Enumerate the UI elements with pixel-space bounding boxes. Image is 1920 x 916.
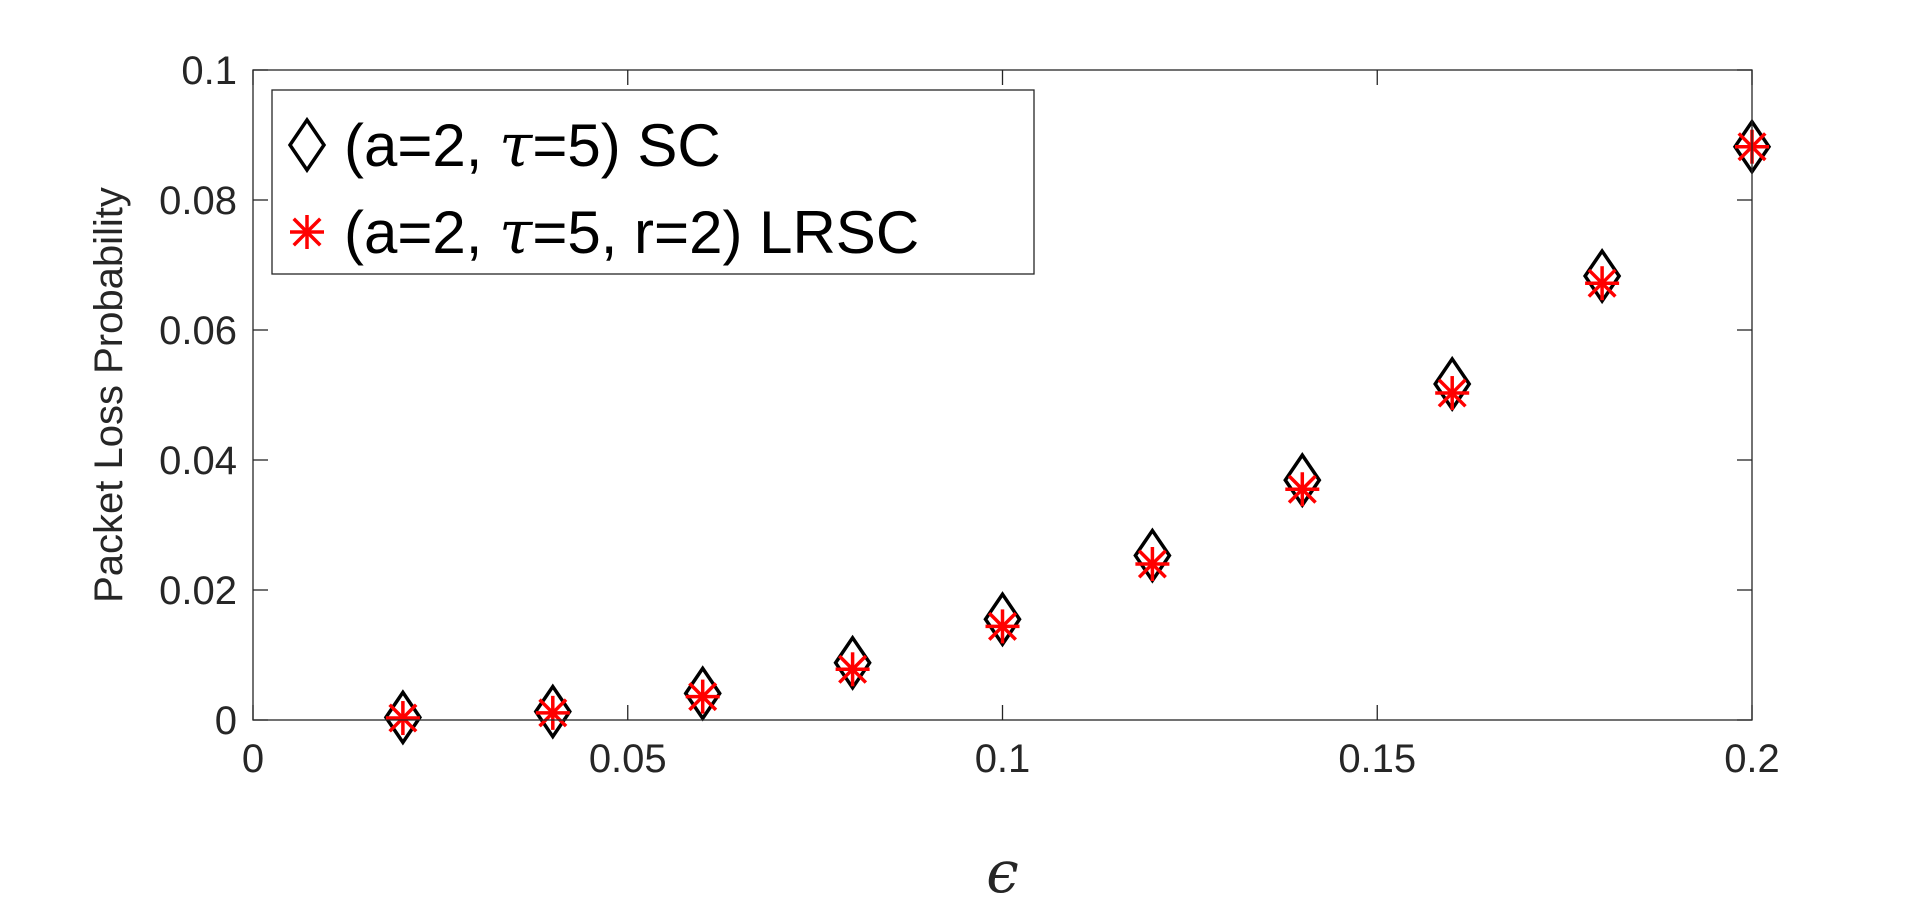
- lrsc-asterisk-point: [1435, 376, 1470, 411]
- x-axis-label: ϵ: [986, 838, 1018, 906]
- lrsc-asterisk-point: [985, 609, 1020, 644]
- labels-layer: 0 0.05 0.1 0.15 0.2 0 0.02 0.04 0.06 0.08 0.1 Packe…: [87, 49, 1780, 906]
- x-tick-label: 0: [242, 737, 264, 781]
- x-tick-label: 0.2: [1724, 737, 1780, 781]
- sc-diamond-point: [1582, 247, 1622, 305]
- legend-entry-label: (a=2, τ=5) SC: [344, 111, 721, 181]
- legend: (a=2, τ=5) SC (a=2, τ=5, r=2) LRSC: [271, 89, 1035, 275]
- lrsc-asterisk-point: [1585, 266, 1620, 301]
- y-axis-label: Packet Loss Probability: [87, 187, 131, 603]
- lrsc-asterisk-point: [1285, 472, 1320, 507]
- y-tick-label: 0.02: [159, 569, 237, 613]
- lrsc-asterisk-point: [835, 652, 870, 687]
- lrsc-asterisk-point: [1135, 547, 1170, 581]
- legend-asterisk-icon: [290, 215, 324, 249]
- y-tick-label: 0.1: [181, 49, 237, 93]
- sc-diamond-point: [833, 634, 872, 691]
- lrsc-asterisk-point: [685, 679, 720, 714]
- y-tick-label: 0: [215, 699, 237, 743]
- axes-box: [252, 69, 1753, 721]
- x-tick-label: 0.05: [589, 737, 667, 781]
- lrsc-asterisk-point: [535, 695, 570, 730]
- legend-diamond-icon: [287, 116, 327, 174]
- y-tick-label: 0.08: [159, 179, 237, 223]
- legend-box: [271, 89, 1035, 275]
- sc-diamond-point: [983, 591, 1022, 648]
- y-tick-label: 0.06: [159, 309, 237, 353]
- legend-entry-label: (a=2, τ=5, r=2) LRSC: [344, 198, 919, 268]
- y-tick-label: 0.04: [159, 439, 237, 483]
- x-tick-label: 0.15: [1338, 737, 1416, 781]
- lrsc-asterisk-point: [385, 701, 420, 736]
- x-tick-label: 0.1: [975, 737, 1031, 781]
